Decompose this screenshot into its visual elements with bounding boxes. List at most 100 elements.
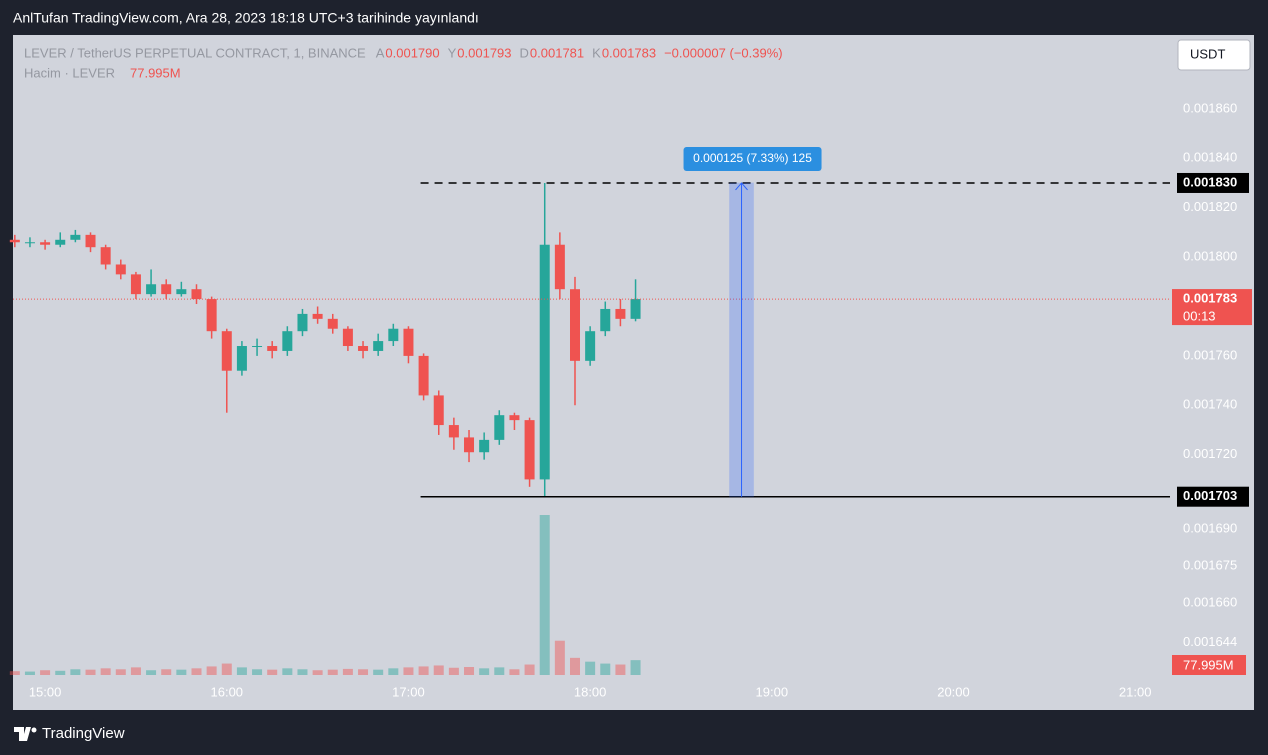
- legend-change: −0.000007 (−0.39%): [664, 45, 783, 60]
- candle-body: [85, 234, 96, 248]
- y-tick-label: 0.001740: [1183, 397, 1237, 412]
- y-tick-label: 0.001644: [1183, 634, 1237, 649]
- volume-bar: [509, 669, 520, 675]
- legend-key: D: [520, 45, 529, 60]
- candle-body: [236, 346, 247, 371]
- volume-bar: [236, 667, 247, 675]
- chart-panel: [13, 35, 1254, 710]
- y-tick-label: 0.001800: [1183, 249, 1237, 264]
- candle-body: [327, 318, 338, 329]
- candle-body: [448, 425, 459, 438]
- candle-body: [509, 415, 520, 421]
- volume-bar: [55, 670, 66, 675]
- current-price-box: [1172, 289, 1252, 326]
- candle-body: [600, 308, 611, 332]
- legend-value: 0.001783: [602, 45, 656, 60]
- chart-title: LEVER / TetherUS PERPETUAL CONTRACT, 1, …: [24, 45, 366, 60]
- volume-bar: [630, 660, 641, 675]
- currency-label[interactable]: USDT: [1190, 46, 1225, 61]
- candle-body: [206, 299, 217, 332]
- measure-bottom-box: [1177, 486, 1249, 507]
- volume-bar: [524, 664, 535, 675]
- candle-body: [100, 247, 111, 265]
- volume-bar: [373, 669, 384, 675]
- measure-label: 0.000125 (7.33%) 125: [693, 151, 812, 165]
- candle-body: [464, 437, 475, 453]
- measure-top-box: [1177, 172, 1249, 193]
- volume-bar: [40, 670, 51, 675]
- x-tick-label: 21:00: [1119, 684, 1152, 699]
- candle-body: [297, 313, 308, 332]
- volume-bar: [539, 515, 550, 675]
- volume-bar: [327, 669, 338, 675]
- volume-bar: [206, 666, 217, 675]
- volume-bar: [267, 669, 278, 675]
- volume-bar: [312, 670, 323, 675]
- measure-arrowhead: [735, 182, 748, 191]
- candle-body: [115, 264, 126, 275]
- candle-body: [312, 313, 323, 319]
- volume-bar: [358, 669, 369, 675]
- volume-axis-label: 77.995M: [1183, 657, 1234, 672]
- candle-body: [524, 420, 535, 480]
- legend-key: A: [376, 45, 385, 60]
- volume-bar: [448, 667, 459, 675]
- volume-bar: [130, 667, 141, 675]
- candle-body: [9, 239, 20, 243]
- volume-bar: [479, 668, 490, 675]
- currency-button[interactable]: [1177, 39, 1251, 71]
- candle-body: [494, 415, 505, 440]
- candle-body: [569, 289, 580, 361]
- y-tick-label: 0.001760: [1183, 347, 1237, 362]
- brand: TradingView: [14, 725, 125, 742]
- volume-bar: [433, 665, 444, 675]
- volume-bar: [252, 669, 263, 675]
- volume-bar: [403, 667, 414, 675]
- volume-bar: [191, 668, 202, 675]
- volume-bar: [554, 640, 565, 675]
- x-tick-label: 18:00: [574, 684, 607, 699]
- candle-body: [630, 299, 641, 319]
- measure-top-label: 0.001830: [1183, 174, 1237, 189]
- volume-value: 77.995M: [130, 65, 181, 80]
- brand-name: TradingView: [42, 725, 125, 742]
- candle-body: [585, 331, 596, 361]
- volume-bar: [70, 669, 81, 675]
- volume-bar: [615, 664, 626, 675]
- legend-value: 0.001793: [457, 45, 511, 60]
- y-tick-label: 0.001660: [1183, 594, 1237, 609]
- candle-body: [539, 244, 550, 480]
- x-tick-label: 17:00: [392, 684, 425, 699]
- y-tick-label: 0.001675: [1183, 557, 1237, 572]
- x-tick-label: 20:00: [937, 684, 970, 699]
- candle-body: [55, 239, 66, 245]
- candle-body: [479, 439, 490, 453]
- legend-value: 0.001781: [530, 45, 584, 60]
- candle-body: [342, 328, 353, 347]
- current-price-label: 0.001783: [1183, 291, 1237, 306]
- candle-body: [388, 328, 399, 342]
- volume-bar: [161, 669, 172, 675]
- volume-bar: [24, 671, 35, 675]
- candle-body: [70, 234, 81, 240]
- candle-body: [433, 395, 444, 426]
- x-tick-label: 15:00: [29, 684, 62, 699]
- y-tick-label: 0.001820: [1183, 199, 1237, 214]
- candle-body: [161, 284, 172, 295]
- volume-bar: [388, 668, 399, 675]
- y-tick-label: 0.001860: [1183, 100, 1237, 115]
- candle-body: [221, 331, 232, 371]
- candle-body: [403, 328, 414, 356]
- candle-body: [373, 341, 384, 351]
- candle-body: [24, 242, 35, 244]
- brand-logo-dot: [31, 727, 37, 733]
- volume-bar: [176, 669, 187, 675]
- volume-bar: [585, 661, 596, 675]
- legend-key: Y: [448, 45, 457, 60]
- legend-value: 0.001790: [385, 45, 439, 60]
- x-tick-label: 19:00: [756, 684, 789, 699]
- y-tick-label: 0.001720: [1183, 446, 1237, 461]
- volume-bar: [115, 669, 126, 675]
- page-title: AnlTufan TradingView.com, Ara 28, 2023 1…: [13, 10, 479, 26]
